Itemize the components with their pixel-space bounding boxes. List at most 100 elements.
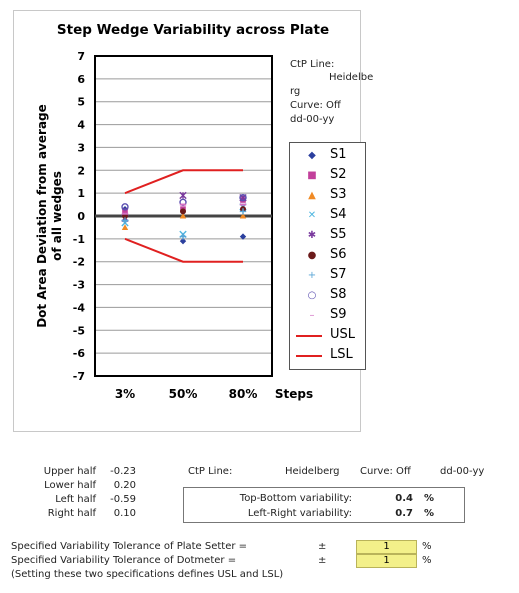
legend-item-s4: ✕ S4 — [290, 206, 365, 226]
tb-pct: % — [424, 493, 435, 504]
left-half-value: -0.59 — [110, 494, 136, 505]
y-tick-label: -4 — [73, 301, 86, 314]
y-axis-label: Dot Area Deviation from averageof all we… — [35, 104, 64, 328]
chart-ctp-value-2: rg — [290, 86, 301, 97]
point-s6 — [180, 208, 186, 215]
y-tick-label: 0 — [77, 210, 85, 223]
legend-label: S9 — [330, 307, 347, 322]
summary-ctp-value: Heidelberg — [285, 466, 340, 477]
point-s5 — [179, 191, 187, 200]
legend-item-s1: ◆ S1 — [290, 146, 365, 166]
point-s7 — [121, 217, 129, 224]
summary-ctp-label: CtP Line: — [188, 466, 233, 477]
spec-plate-setter-pm: ± — [318, 541, 327, 552]
y-tick-label: -1 — [73, 233, 85, 246]
legend-marker: ▲ — [308, 190, 316, 201]
y-tick-label: 1 — [77, 187, 85, 200]
y-tick-label: -5 — [73, 324, 85, 337]
left-half-label: Left half — [55, 494, 96, 505]
summary-date: dd-00-yy — [440, 466, 485, 477]
point-s3 — [179, 212, 187, 219]
usl-line — [124, 169, 243, 195]
x-tick-label: 3% — [115, 387, 135, 401]
legend-marker: + — [307, 270, 317, 281]
spec-dotmeter-label: Specified Variability Tolerance of Dotme… — [11, 555, 237, 566]
y-tick-label: -6 — [73, 347, 86, 360]
legend-label: S4 — [330, 207, 347, 222]
point-s1 — [179, 237, 187, 245]
variability-box — [183, 487, 465, 523]
legend-marker: ◆ — [308, 150, 316, 161]
x-tick-label: 50% — [169, 387, 198, 401]
legend-label: S1 — [330, 147, 347, 162]
lsl-line — [124, 237, 243, 263]
spec-plate-setter-label: Specified Variability Tolerance of Plate… — [11, 541, 248, 552]
lower-half-value: 0.20 — [113, 480, 136, 491]
y-tick-label: 2 — [77, 164, 85, 177]
chart-date: dd-00-yy — [290, 114, 335, 125]
legend-item-s5: ✱ S5 — [290, 226, 365, 246]
legend-label: USL — [330, 327, 356, 342]
legend-item-s3: ▲ S3 — [290, 186, 365, 206]
lr-pct: % — [424, 508, 435, 519]
y-tick-label: -2 — [73, 256, 85, 269]
chart-ctp-value-1: Heidelbe — [329, 72, 374, 83]
lower-half-label: Lower half — [44, 480, 96, 491]
point-s7 — [179, 233, 187, 240]
legend-item-lsl: LSL — [290, 346, 365, 366]
spec-note: (Setting these two specifications define… — [11, 569, 284, 580]
legend-line — [296, 355, 322, 357]
point-s1 — [239, 233, 247, 240]
legend-label: LSL — [330, 347, 353, 362]
legend-marker: ○ — [307, 290, 317, 301]
spec-dotmeter-pct: % — [422, 555, 432, 566]
chart-legend: ◆ S1 ■ S2 ▲ S3 ✕ S4 ✱ S5 ● S6 + S7 ○ S8 – S9 USL LSL — [289, 142, 366, 370]
legend-marker: ● — [307, 250, 317, 261]
y-tick-label: -3 — [73, 279, 85, 292]
legend-label: S6 — [330, 247, 347, 262]
dotmeter-tolerance-input[interactable]: 1 — [356, 554, 417, 568]
x-tick-label: 80% — [229, 387, 258, 401]
point-s3 — [121, 224, 129, 230]
x-axis-label: Steps — [275, 387, 313, 401]
legend-label: S5 — [330, 227, 347, 242]
legend-label: S2 — [330, 167, 347, 182]
point-s7 — [239, 208, 247, 215]
plate-setter-tolerance-input[interactable]: 1 — [356, 540, 417, 554]
legend-marker: – — [309, 310, 315, 321]
y-tick-label: 7 — [77, 50, 85, 63]
upper-half-value: -0.23 — [110, 466, 136, 477]
y-tick-label: 6 — [77, 73, 85, 86]
legend-label: S3 — [330, 187, 347, 202]
summary-curve: Curve: Off — [360, 466, 411, 477]
y-tick-label: 3 — [77, 141, 85, 154]
upper-half-label: Upper half — [43, 466, 96, 477]
point-s2 — [122, 208, 128, 215]
legend-marker: ■ — [307, 170, 317, 181]
y-tick-label: 4 — [77, 119, 85, 132]
legend-line — [296, 335, 322, 337]
spec-dotmeter-pm: ± — [318, 555, 327, 566]
chart-curve: Curve: Off — [290, 100, 341, 111]
y-tick-label: 5 — [77, 96, 85, 109]
right-half-label: Right half — [47, 508, 96, 519]
lr-variability-value: 0.7 — [395, 508, 413, 519]
legend-label: S8 — [330, 287, 347, 302]
lr-variability-label: Left-Right variability: — [247, 508, 352, 519]
legend-marker: ✕ — [307, 210, 317, 221]
spec-plate-setter-pct: % — [422, 541, 432, 552]
right-half-value: 0.10 — [113, 508, 136, 519]
point-s3 — [239, 212, 247, 219]
legend-item-s6: ● S6 — [290, 246, 365, 266]
point-s8 — [121, 203, 129, 211]
y-tick-label: -7 — [73, 370, 85, 383]
chart-ctp-label: CtP Line: — [290, 59, 335, 70]
chart-title: Step Wedge Variability across Plate — [56, 22, 330, 38]
point-s8 — [239, 194, 247, 202]
legend-item-s2: ■ S2 — [290, 166, 365, 186]
legend-marker: ✱ — [307, 230, 317, 241]
legend-item-s8: ○ S8 — [290, 286, 365, 306]
legend-item-usl: USL — [290, 326, 365, 346]
legend-label: S7 — [330, 267, 347, 282]
